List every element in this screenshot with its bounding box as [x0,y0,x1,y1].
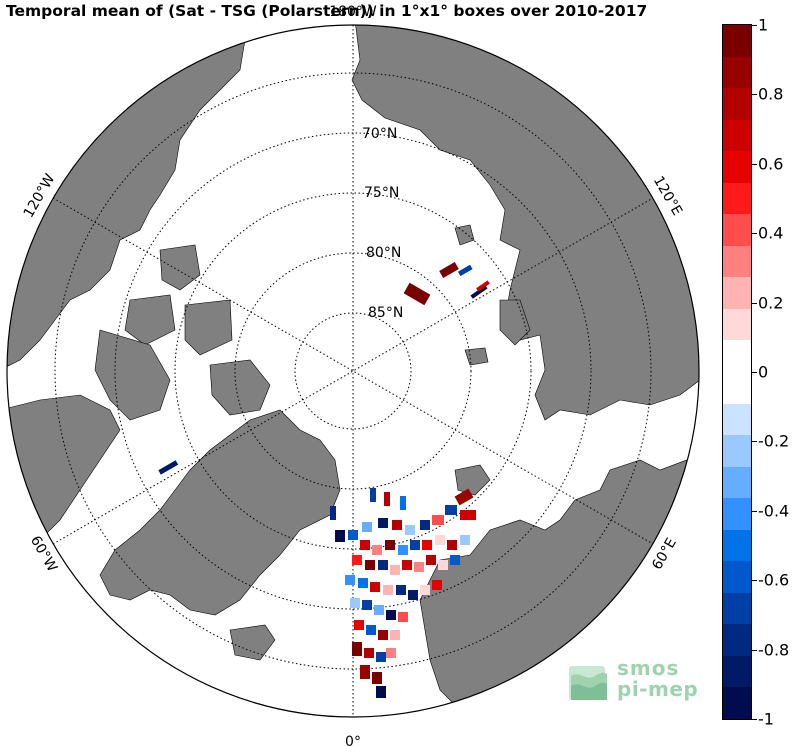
land-franz-josef [454,224,475,246]
land-siberian-island [464,347,489,366]
land-svalbard [454,464,491,496]
colorbar-segment [723,592,751,625]
colorbar-tick-label: 1 [758,15,769,35]
lon-label-0: 0° [345,734,361,746]
logo-text-smos: smos [617,656,680,680]
map-title: Temporal mean of (Sat - TSG (Polarstern)… [6,2,648,20]
land-ellesmere [94,329,171,421]
colorbar-segment [723,214,751,247]
map-boundary [6,24,700,718]
colorbar-segment [723,466,751,499]
colorbar-tick-label: -0.6 [758,570,790,590]
logo-text-pimep: pi-mep [617,677,699,701]
data-cells [158,262,490,698]
polar-map: 70°N 75°N 80°N 85°N 180°W 120°W 120°E 60… [6,4,700,746]
colorbar-tick-label: 0 [758,362,769,382]
smos-pimep-logo: smos pi-mep [567,656,707,708]
lat-label-70: 70°N [362,126,397,142]
colorbar-tick-label: 0.2 [758,293,784,313]
colorbar-tick-mark [752,25,757,26]
land-archipelago-4 [209,359,271,416]
colorbar-segment [723,655,751,688]
colorbar-segment [723,340,751,373]
colorbar-tick-mark [752,649,757,651]
colorbar-tick-label: -0.2 [758,431,790,451]
colorbar-tick-label: -1 [758,709,774,729]
colorbar-tick-mark [752,580,757,582]
colorbar-segment [723,561,751,594]
colorbar-tick-label: -0.4 [758,501,790,521]
lat-label-85: 85°N [368,305,403,321]
colorbar-segment [723,182,751,215]
lat-label-80: 80°N [366,245,401,261]
colorbar [722,24,752,720]
colorbar-segment [723,151,751,184]
colorbar-segment [723,308,751,341]
colorbar-tick-label: 0.4 [758,223,784,243]
colorbar-segment [723,624,751,657]
colorbar-segment [723,277,751,310]
colorbar-segment [723,403,751,436]
lat-label-75: 75°N [364,185,399,201]
colorbar-segment [723,529,751,562]
colorbar-segment [723,435,751,468]
colorbar-tick-mark [752,233,757,235]
land-archipelago-2 [124,294,176,346]
land-archipelago-3 [184,299,233,356]
colorbar-segment [723,25,751,58]
land-greenland [99,409,341,616]
colorbar-tick-mark [752,510,757,512]
lon-label-180w: 180°W [329,4,377,20]
colorbar-tick-mark [752,163,757,165]
colorbar-segment [723,498,751,531]
colorbar-segment [723,245,751,278]
colorbar-segment [723,372,751,405]
colorbar-segment [723,119,751,152]
logo-wave-icon [569,666,607,700]
colorbar-tick-label: 0.6 [758,154,784,174]
colorbar-tick-label: -0.8 [758,640,790,660]
map-content [7,25,699,717]
colorbar-tick-mark [752,372,757,373]
land-iceland [229,624,276,661]
colorbar-tick-label: 0.8 [758,84,784,104]
colorbar-tick-mark [752,94,757,96]
land-archipelago-1 [159,244,201,291]
colorbar-segment [723,56,751,89]
colorbar-tick-mark [752,302,757,304]
colorbar-tick-mark [752,441,757,443]
colorbar-segment [723,88,751,121]
colorbar-segment [723,687,751,719]
colorbar-tick-mark [752,719,757,720]
